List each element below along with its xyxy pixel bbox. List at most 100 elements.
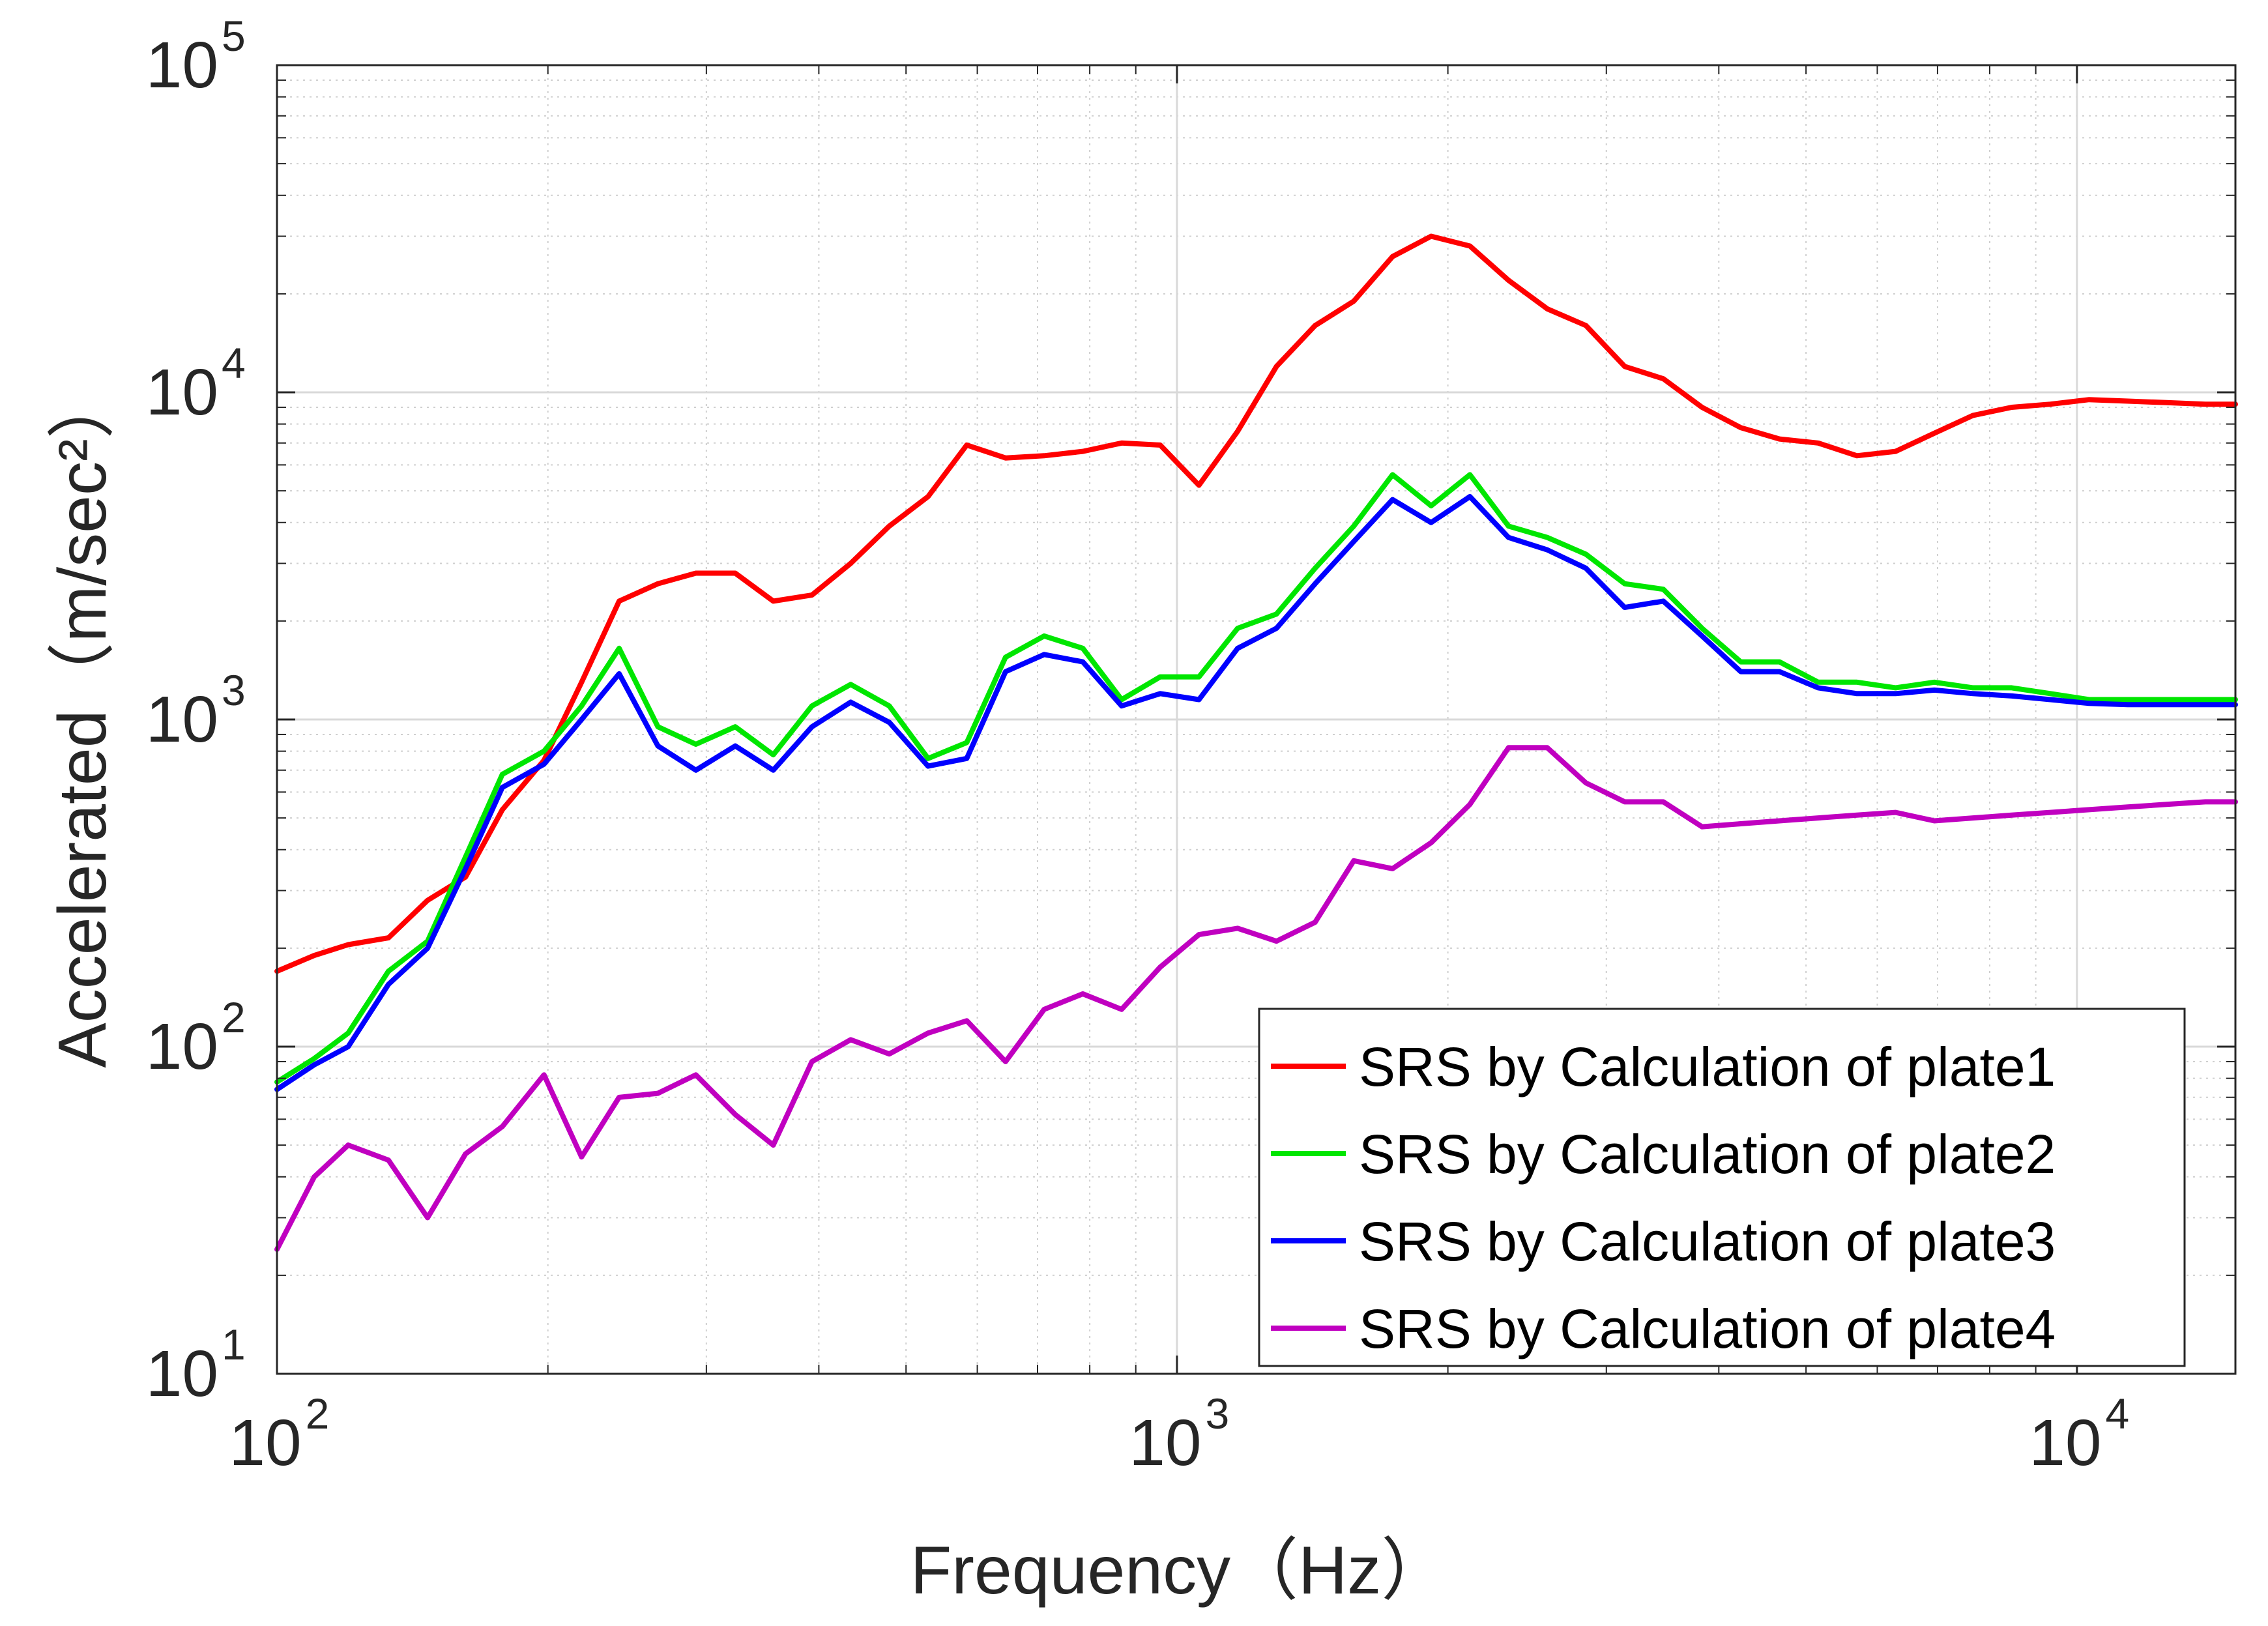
data-point-plate2 bbox=[657, 725, 659, 728]
data-point-plate2 bbox=[464, 856, 467, 858]
data-point-plate4 bbox=[2165, 803, 2168, 806]
data-point-plate4 bbox=[1082, 993, 1084, 995]
data-point-plate4 bbox=[927, 1032, 929, 1034]
data-point-plate2 bbox=[1275, 613, 1278, 615]
data-point-plate1 bbox=[695, 572, 697, 574]
data-point-plate3 bbox=[1159, 692, 1161, 695]
data-point-plate2 bbox=[1623, 583, 1626, 585]
data-point-plate3 bbox=[1236, 647, 1239, 650]
data-point-plate2 bbox=[313, 1057, 315, 1060]
data-point-plate2 bbox=[1043, 635, 1045, 637]
data-point-plate3 bbox=[501, 786, 504, 789]
data-point-plate3 bbox=[1855, 692, 1858, 695]
data-point-plate4 bbox=[811, 1060, 813, 1063]
series-line-plate1 bbox=[274, 233, 2238, 974]
series-line-plate3 bbox=[274, 494, 2238, 1092]
data-point-plate4 bbox=[1895, 811, 1897, 814]
data-point-plate4 bbox=[1507, 746, 1510, 749]
data-point-plate3 bbox=[1701, 635, 1704, 637]
data-point-plate4 bbox=[618, 1096, 620, 1099]
data-point-plate3 bbox=[1933, 689, 1936, 691]
data-point-plate1 bbox=[1236, 430, 1239, 433]
data-point-plate1 bbox=[2127, 400, 2129, 402]
data-point-plate4 bbox=[734, 1113, 736, 1116]
data-point-plate3 bbox=[695, 769, 697, 772]
data-point-plate2 bbox=[1198, 676, 1200, 678]
data-point-plate1 bbox=[2165, 401, 2168, 404]
data-point-plate4 bbox=[2127, 806, 2129, 808]
data-point-plate2 bbox=[2049, 692, 2052, 695]
data-point-plate4 bbox=[1468, 803, 1471, 806]
data-point-plate1 bbox=[347, 944, 349, 946]
data-point-plate2 bbox=[849, 683, 852, 686]
data-point-plate3 bbox=[347, 1045, 349, 1048]
data-point-plate4 bbox=[1352, 860, 1355, 862]
data-point-plate2 bbox=[1120, 699, 1123, 701]
data-point-plate3 bbox=[1275, 627, 1278, 630]
data-point-plate1 bbox=[580, 681, 583, 684]
data-point-plate2 bbox=[2088, 699, 2090, 701]
data-point-plate2 bbox=[2204, 699, 2207, 701]
y-tick-label-exponent: 5 bbox=[222, 12, 246, 60]
data-point-plate4 bbox=[2049, 811, 2052, 814]
x-tick-label-exponent: 4 bbox=[2105, 1389, 2129, 1438]
data-point-plate1 bbox=[618, 600, 620, 602]
data-point-plate4 bbox=[1778, 820, 1781, 822]
data-point-plate1 bbox=[2011, 406, 2013, 409]
data-point-plate2 bbox=[2011, 686, 2013, 689]
data-point-plate1 bbox=[1275, 365, 1278, 368]
data-point-plate1 bbox=[1701, 406, 1704, 409]
data-point-plate2 bbox=[1778, 661, 1781, 663]
data-point-plate1 bbox=[1623, 365, 1626, 368]
data-point-plate3 bbox=[657, 745, 659, 748]
legend-entry-plate4: SRS by Calculation of plate4 bbox=[1271, 1298, 2056, 1359]
data-point-plate2 bbox=[811, 704, 813, 707]
data-point-plate2 bbox=[501, 773, 504, 776]
data-point-plate3 bbox=[2204, 703, 2207, 706]
data-point-plate1 bbox=[1468, 245, 1471, 247]
data-point-plate3 bbox=[772, 769, 774, 772]
data-point-plate3 bbox=[734, 745, 736, 748]
data-point-plate1 bbox=[1546, 308, 1548, 310]
data-point-plate2 bbox=[734, 725, 736, 728]
data-point-plate4 bbox=[1236, 927, 1239, 929]
data-point-plate3 bbox=[888, 721, 890, 723]
data-point-plate2 bbox=[1004, 656, 1007, 658]
data-point-plate2 bbox=[543, 750, 545, 753]
data-point-plate4 bbox=[1120, 1008, 1123, 1011]
data-point-plate4 bbox=[1739, 822, 1742, 825]
data-point-plate1 bbox=[772, 600, 774, 602]
data-point-plate1 bbox=[501, 808, 504, 811]
data-point-plate4 bbox=[1971, 817, 1974, 819]
data-point-plate1 bbox=[1120, 442, 1123, 444]
data-point-plate1 bbox=[1430, 235, 1432, 237]
data-point-plate4 bbox=[1584, 781, 1587, 784]
data-point-plate4 bbox=[2088, 808, 2090, 811]
data-point-plate3 bbox=[1584, 567, 1587, 570]
data-point-plate2 bbox=[1817, 681, 1820, 684]
data-point-plate1 bbox=[426, 899, 429, 901]
y-tick-label-exponent: 1 bbox=[222, 1320, 246, 1369]
data-point-plate1 bbox=[811, 594, 813, 596]
data-point-plate3 bbox=[1314, 583, 1316, 585]
data-point-plate1 bbox=[1662, 377, 1665, 380]
data-point-plate3 bbox=[1468, 495, 1471, 498]
data-point-plate2 bbox=[695, 743, 697, 746]
data-point-plate2 bbox=[1430, 504, 1432, 507]
data-point-plate4 bbox=[580, 1155, 583, 1158]
x-tick-label: 10 bbox=[1129, 1406, 1201, 1479]
data-point-plate4 bbox=[1391, 867, 1394, 870]
data-point-plate4 bbox=[772, 1144, 774, 1146]
data-point-plate3 bbox=[849, 701, 852, 703]
data-point-plate1 bbox=[1352, 300, 1355, 302]
data-point-plate2 bbox=[2165, 699, 2168, 701]
y-tick-label: 10 bbox=[146, 356, 218, 429]
y-tick-label: 10 bbox=[146, 683, 218, 756]
data-point-plate3 bbox=[1546, 549, 1548, 551]
data-point-plate4 bbox=[1817, 817, 1820, 819]
data-point-plate2 bbox=[1507, 525, 1510, 527]
data-point-plate2 bbox=[1082, 647, 1084, 650]
data-point-plate1 bbox=[387, 936, 390, 939]
data-point-plate2 bbox=[1584, 553, 1587, 555]
y-axis-title: Accelerated（m/sec²） bbox=[45, 371, 121, 1067]
